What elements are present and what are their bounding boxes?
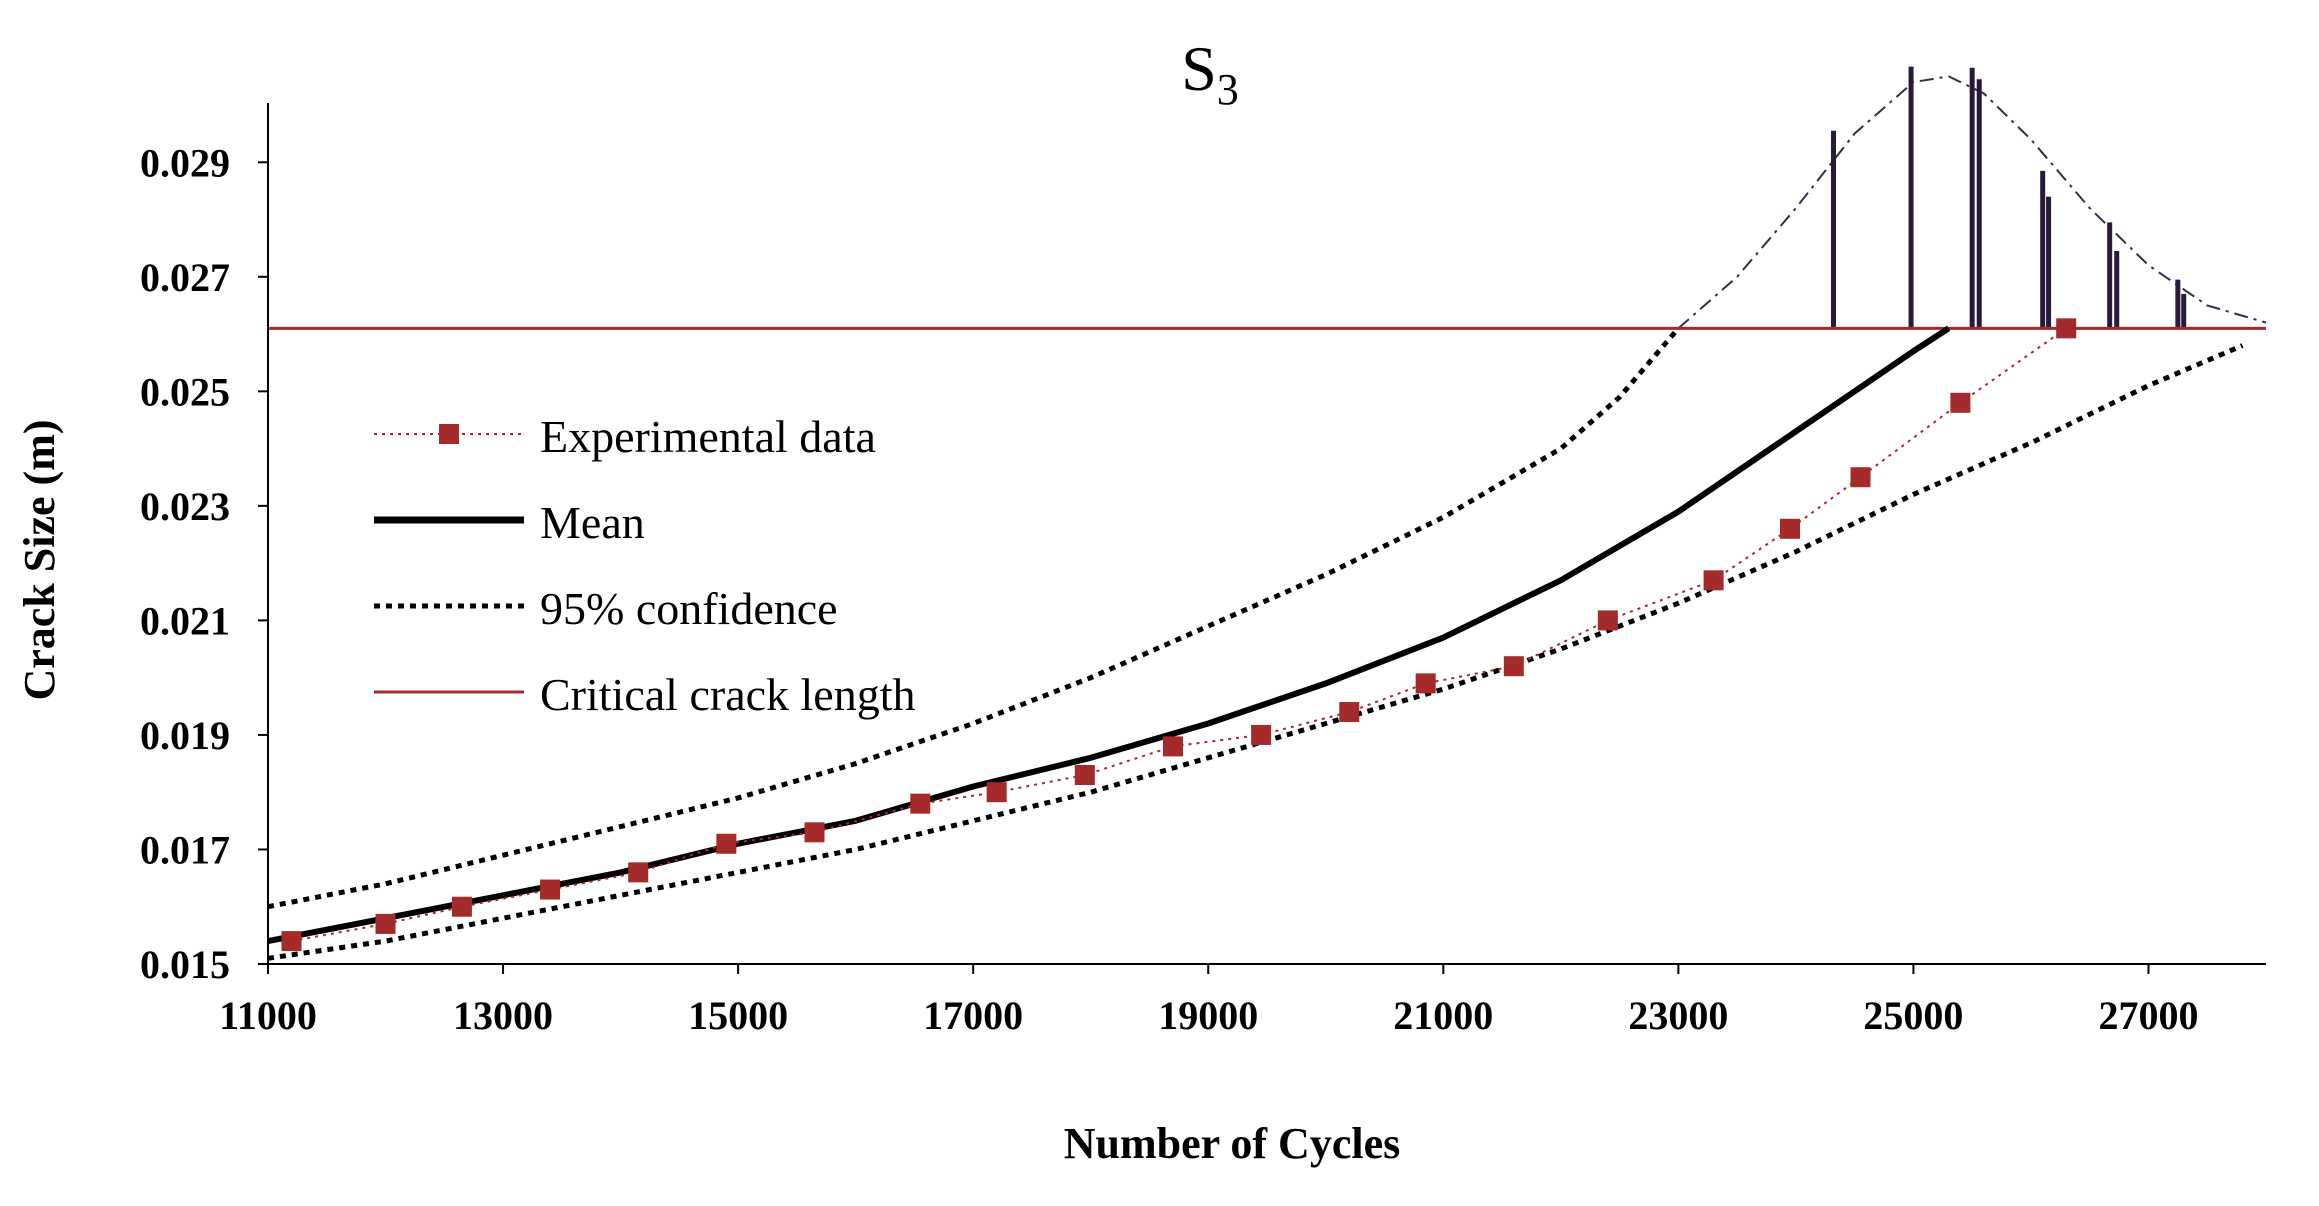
legend-experimental-marker — [439, 424, 459, 444]
experimental-point — [910, 793, 931, 814]
x-axis-title: Number of Cycles — [1064, 1119, 1400, 1168]
experimental-point — [375, 913, 396, 934]
experimental-point — [1162, 736, 1183, 757]
experimental-point — [1074, 765, 1095, 786]
x-tick-label: 19000 — [1158, 993, 1258, 1038]
experimental-point — [451, 896, 472, 917]
histogram-pdf-curve — [1677, 75, 2267, 330]
experimental-point — [1597, 610, 1618, 631]
experimental-point — [540, 879, 561, 900]
experimental-point — [1251, 724, 1272, 745]
y-tick-label: 0.023 — [140, 484, 230, 529]
legend-item-confidence: 95% confidence — [374, 583, 838, 634]
y-tick-label: 0.017 — [140, 827, 230, 872]
x-tick-label: 25000 — [1863, 993, 1963, 1038]
experimental-point — [628, 862, 649, 883]
mean-line — [267, 325, 1951, 945]
x-tick-label: 21000 — [1393, 993, 1493, 1038]
legend-item-critical: Critical crack length — [374, 669, 916, 720]
experimental-point — [1850, 467, 1871, 488]
confidence-upper-line — [267, 326, 1681, 910]
x-tick-label: 15000 — [688, 993, 788, 1038]
y-tick-label: 0.029 — [140, 140, 230, 185]
legend-confidence-label: 95% confidence — [540, 583, 838, 634]
plot-area — [267, 66, 2267, 961]
x-tick-label: 13000 — [453, 993, 553, 1038]
y-tick-label: 0.027 — [140, 255, 230, 300]
experimental-point — [986, 782, 1007, 803]
y-tick-label: 0.019 — [140, 713, 230, 758]
x-tick-label: 27000 — [2098, 993, 2198, 1038]
experimental-point — [1415, 673, 1436, 694]
experimental-point — [1780, 518, 1801, 539]
x-tick-label: 17000 — [923, 993, 1023, 1038]
y-tick-label: 0.015 — [140, 942, 230, 987]
legend-item-experimental: Experimental data — [374, 411, 876, 462]
legend-critical-label: Critical crack length — [540, 669, 916, 720]
experimental-point — [1339, 702, 1360, 723]
y-tick-label: 0.021 — [140, 598, 230, 643]
x-tick-label: 23000 — [1628, 993, 1728, 1038]
experimental-point — [1950, 392, 1971, 413]
legend-experimental-label: Experimental data — [540, 411, 876, 462]
experimental-point — [1703, 570, 1724, 591]
experimental-point — [2056, 318, 2077, 339]
y-axis-title: Crack Size (m) — [15, 419, 64, 700]
legend-item-mean: Mean — [374, 497, 645, 548]
chart-title: S3 — [1181, 33, 1239, 114]
axes: 11000 13000 15000 17000 19000 21000 23000 25000… — [140, 103, 2266, 1038]
experimental-point — [804, 822, 825, 843]
x-tick-label: 11000 — [219, 993, 317, 1038]
y-tick-label: 0.025 — [140, 369, 230, 414]
legend-mean-label: Mean — [540, 497, 645, 548]
legend: Experimental data Mean 95% confidence Cr… — [374, 411, 916, 720]
experimental-point — [716, 833, 737, 854]
experimental-point — [281, 931, 302, 952]
experimental-point — [1503, 656, 1524, 677]
